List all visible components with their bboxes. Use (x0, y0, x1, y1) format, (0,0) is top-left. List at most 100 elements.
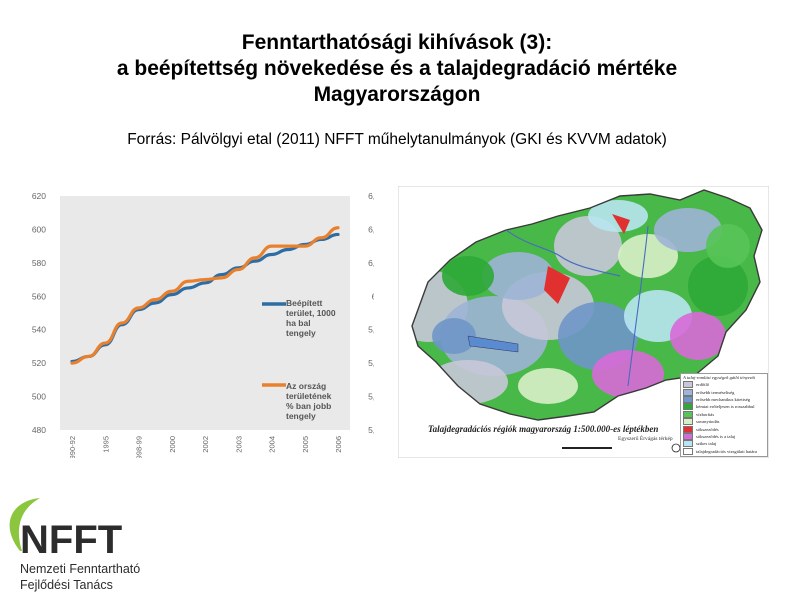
map-legend-swatch (683, 447, 693, 455)
map-river-danube (505, 229, 621, 277)
map-legend-row: vízborítás (681, 410, 767, 418)
map-legend-row: erdőtlő (681, 381, 767, 389)
map-region-11 (654, 208, 722, 252)
x-tick-label: 2005 (301, 436, 310, 453)
map-legend-label: vízborítás (696, 411, 715, 417)
map-legend-row: erősebb terméseliség (681, 388, 767, 396)
y-right-tick-label: 6,6 (368, 191, 374, 201)
y-left-tick-label: 560 (32, 291, 46, 301)
map-legend-swatch (683, 403, 693, 411)
map-legend-swatch (683, 388, 693, 396)
series-line-1 (70, 226, 340, 365)
title-line-2: a beépítettség növekedése és a talajdegr… (116, 57, 678, 80)
logo-letters: NFFT (20, 518, 123, 562)
map-subcaption: Egyszerű Érvágás térkép (618, 436, 673, 442)
map-region-red-2 (612, 214, 630, 234)
logo-leaf-icon (9, 498, 40, 551)
y-left-tick-label: 580 (32, 258, 46, 268)
legend-item-country-share: Az ország területének% ban jobb tengely (286, 381, 331, 421)
map-legend-label: sókszeződés (696, 426, 719, 432)
y-right-tick-label: 6 (372, 291, 374, 301)
y-left-tick-label: 600 (32, 224, 46, 234)
logo-line-2: Fejlődési Tanács (20, 578, 113, 592)
map-legend-label: szikes talaj (696, 441, 717, 447)
legend-text-line: ha bal (286, 318, 311, 328)
y-right-tick-label: 5,6 (368, 358, 374, 368)
map-legend-label: erősebb mechanikus kitettség (696, 396, 751, 402)
legend-text-line: tengely (286, 328, 316, 338)
map-legend-label: erdőtlő (696, 382, 710, 388)
map-region-3 (482, 252, 554, 300)
map-legend-label: kémiai erőteljesen is rosszabbul (696, 404, 755, 410)
legend-text-line: Az ország (286, 381, 327, 391)
x-tick-label: 1995 (101, 436, 110, 453)
map-legend-swatch (683, 395, 693, 403)
map-legend-swatch (683, 418, 693, 426)
x-tick-label: 1998-99 (135, 436, 144, 458)
map-lake-balaton (467, 335, 519, 353)
y-left-tick-label: 480 (32, 425, 46, 435)
legend-item-built-area: Beépített terület, 1000 ha bal tengely (286, 298, 336, 338)
map-legend-label: talajdegradációs vizsgálati határa (696, 448, 757, 454)
map-river-tisza (627, 225, 649, 387)
map-legend-swatch (683, 381, 693, 389)
map-border (411, 189, 763, 421)
map-legend-row: sókszeződés (681, 425, 767, 433)
y-left-tick-label: 620 (32, 191, 46, 201)
plot-area (60, 196, 350, 430)
title-line-3: Magyarországon (313, 83, 481, 106)
x-tick-label: 2000 (168, 436, 177, 453)
map-legend-swatch (683, 440, 693, 448)
x-tick-label: 2002 (201, 436, 210, 453)
map-legend-row: kémiai erőteljesen is rosszabbul (681, 403, 767, 411)
x-tick-label: 1990-92 (68, 436, 77, 458)
map-legend-swatch (683, 410, 693, 418)
map-legend-row: szikes talaj (681, 440, 767, 448)
chart-svg: 620 600 580 560 540 520 500 480 6,6 6,4 6,2 6 5,8 5,6… (32, 191, 374, 458)
map-legend-swatch (683, 425, 693, 433)
y-right-tick-label: 5,2 (368, 425, 374, 435)
legend-text-line: terület, 1000 (286, 308, 336, 318)
map-legend-label: erősebb terméseliség (696, 389, 735, 395)
y-right-tick-label: 6,2 (368, 258, 374, 268)
source-text: Forrás: Pálvölgyi etal (2011) NFFT műhel… (127, 131, 667, 148)
map-region-10 (688, 256, 748, 316)
map-caption: Talajdegradációs régiók magyarország 1:5… (428, 424, 659, 434)
map-legend-row: erősebb mechanikus kitettség (681, 395, 767, 403)
y-left-tick-label: 500 (32, 392, 46, 402)
legend-text-line: % ban jobb (286, 401, 332, 411)
y-left-tick-label: 540 (32, 325, 46, 335)
map-legend-row: talajdegradációs vizsgálati határa (681, 447, 767, 455)
map-region-14 (518, 368, 578, 404)
map-legend-row: savanyúodás (681, 418, 767, 426)
y-right-tick-label: 5,4 (368, 392, 374, 402)
map-region-8 (592, 350, 664, 398)
line-chart: 620 600 580 560 540 520 500 480 6,6 6,4 6,2 6 5,8 5,6… (16, 186, 374, 458)
map-region-17 (706, 224, 750, 268)
map-region-13 (442, 256, 494, 296)
map-region-5 (554, 216, 622, 276)
map-region-6 (618, 234, 678, 278)
map-legend-label: savanyúodás (696, 419, 720, 425)
title-line-1: Fenntarthatósági kihívások (3): (241, 31, 553, 54)
slide-title: Fenntarthatósági kihívások (3): a beépít… (0, 30, 794, 108)
map-region-red (544, 266, 570, 304)
map-legend-swatch (683, 432, 693, 440)
map-legend-label: sókszeződés is a talaj (696, 433, 736, 439)
legend-text-line: tengely (286, 411, 316, 421)
soil-degradation-map: Talajdegradációs régiók magyarország 1:5… (397, 185, 770, 459)
map-legend-title: A talaj-romlási egységek gátló tényezői (683, 375, 756, 380)
legend-text-line: területének (286, 391, 332, 401)
y-right-tick-label: 5,8 (368, 325, 374, 335)
map-legend-row: sókszeződés is a talaj (681, 432, 767, 440)
y-right-tick-label: 6,4 (368, 224, 374, 234)
map-regions (412, 190, 762, 420)
x-tick-label: 2006 (334, 436, 343, 453)
x-tick-label: 2003 (234, 436, 243, 453)
map-legend: A talaj-romlási egységek gátló tényezői … (680, 373, 768, 457)
map-region-9 (670, 312, 726, 360)
x-tick-label: 2004 (268, 436, 277, 453)
legend-text-line: Beépített (286, 298, 323, 308)
map-region-15 (432, 318, 476, 354)
nfft-logo: NFFT Nemzeti Fenntartható Fejlődési Taná… (0, 496, 180, 595)
